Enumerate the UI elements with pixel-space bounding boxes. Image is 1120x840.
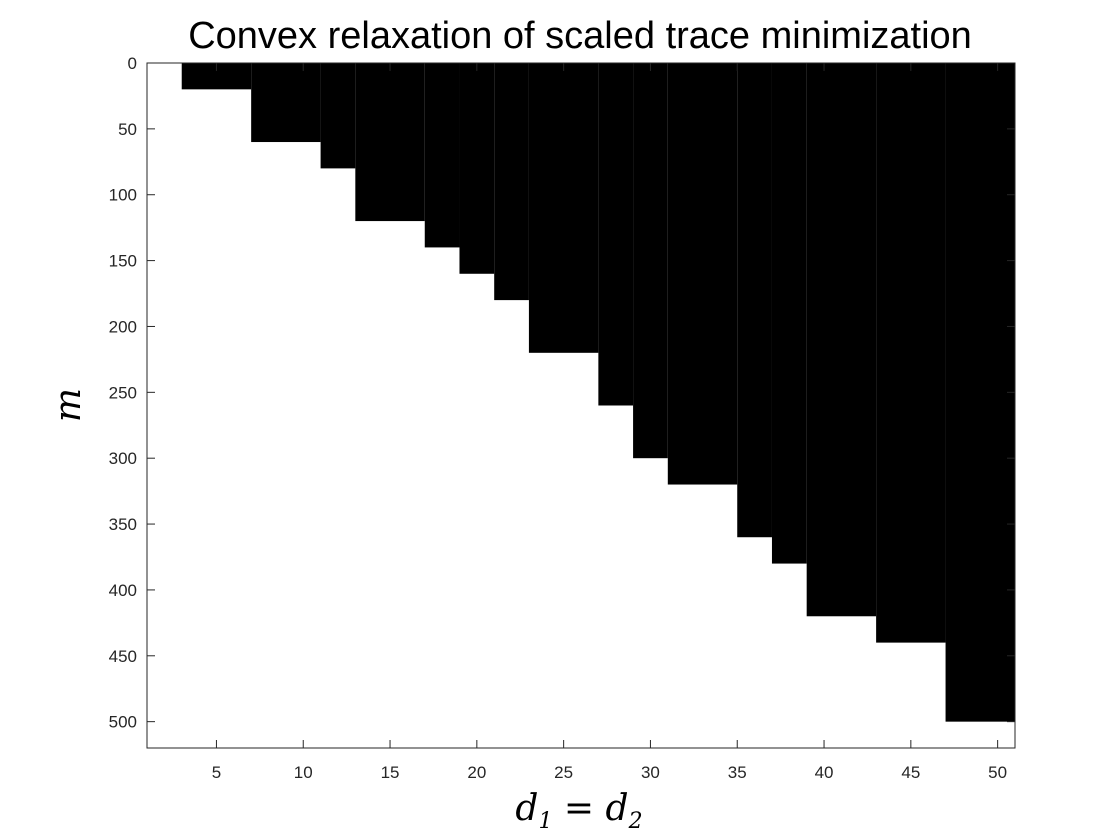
failure-region-cell	[355, 63, 425, 222]
y-tick-label: 250	[109, 383, 137, 402]
x-tick-label: 15	[381, 763, 400, 782]
failure-region-cell	[771, 63, 807, 564]
x-axis-label-sub1: 1	[538, 809, 552, 834]
failure-region-cell	[667, 63, 738, 485]
plot-area	[146, 62, 1016, 749]
x-tick-label: 40	[815, 763, 834, 782]
y-axis-ticks: 0 50 100 150 200 250 300 350 400 450 500	[109, 54, 1015, 732]
axes-box	[146, 62, 1016, 749]
y-tick-label: 100	[109, 186, 137, 205]
chart-title: Convex relaxation of scaled trace minimi…	[188, 15, 972, 57]
x-tick-label: 50	[988, 763, 1007, 782]
x-axis-label-eq: =	[552, 788, 605, 829]
y-tick-label: 400	[109, 581, 137, 600]
failure-region-cell	[633, 63, 668, 459]
failure-region-cell	[459, 63, 495, 274]
failure-region-cell	[945, 63, 1015, 722]
heatmap-cells	[181, 63, 1015, 722]
failure-region-cell	[876, 63, 946, 643]
failure-region-cell	[494, 63, 529, 301]
y-tick-label: 450	[109, 647, 137, 666]
failure-region-cell	[424, 63, 460, 248]
y-tick-label: 200	[109, 317, 137, 336]
failure-region-cell	[251, 63, 321, 143]
y-tick-label: 0	[128, 54, 137, 73]
x-tick-label: 20	[467, 763, 486, 782]
y-tick-label: 500	[109, 713, 137, 732]
x-tick-label: 25	[554, 763, 573, 782]
failure-region-cell	[320, 63, 356, 169]
x-axis-label-d2: d	[606, 788, 629, 829]
x-axis-label-d1: d	[515, 788, 538, 829]
x-axis-label: d1 = d2	[515, 788, 642, 834]
y-tick-label: 350	[109, 515, 137, 534]
y-tick-label: 50	[118, 120, 137, 139]
y-tick-label: 150	[109, 252, 137, 271]
x-tick-label: 10	[294, 763, 313, 782]
x-tick-label: 45	[901, 763, 920, 782]
y-tick-label: 300	[109, 449, 137, 468]
x-tick-label: 30	[641, 763, 660, 782]
y-axis-label: m	[48, 388, 89, 422]
x-axis-ticks: 5 10 15 20 25 30 35 40 45 50	[212, 63, 1007, 782]
x-tick-label: 5	[212, 763, 221, 782]
failure-region-cell	[737, 63, 772, 538]
x-tick-label: 35	[728, 763, 747, 782]
x-axis-label-sub2: 2	[628, 809, 643, 834]
failure-region-cell	[806, 63, 877, 617]
failure-region-cell	[598, 63, 634, 406]
failure-region-cell	[528, 63, 599, 353]
